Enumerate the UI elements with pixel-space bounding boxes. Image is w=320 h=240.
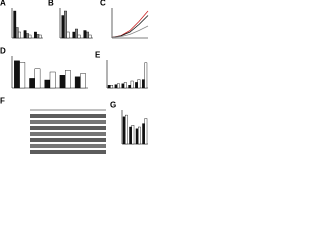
bar bbox=[137, 79, 141, 89]
bar bbox=[77, 34, 81, 39]
bar bbox=[23, 30, 27, 39]
bar bbox=[141, 79, 145, 89]
bar bbox=[28, 34, 32, 39]
bar bbox=[34, 31, 37, 39]
bar bbox=[128, 84, 132, 89]
bar bbox=[80, 73, 86, 89]
bar bbox=[38, 34, 42, 39]
bar bbox=[135, 82, 138, 89]
bar bbox=[117, 83, 120, 89]
bar bbox=[107, 84, 111, 89]
bar bbox=[15, 27, 19, 39]
bar bbox=[72, 31, 76, 39]
blot-band bbox=[30, 150, 106, 154]
panel-label: A bbox=[0, 0, 6, 8]
blot-band bbox=[30, 126, 106, 130]
bar bbox=[75, 28, 78, 39]
blot-band bbox=[30, 114, 106, 118]
bar bbox=[66, 31, 70, 39]
bar bbox=[19, 62, 26, 89]
bar bbox=[61, 15, 65, 39]
bar bbox=[129, 126, 132, 145]
bar bbox=[131, 125, 135, 145]
bar bbox=[83, 30, 87, 39]
bar bbox=[135, 128, 139, 145]
panel-label: E bbox=[95, 51, 101, 60]
bar bbox=[138, 126, 141, 145]
panel-label: D bbox=[0, 47, 6, 56]
bar bbox=[130, 80, 134, 89]
bar bbox=[114, 84, 118, 89]
bar bbox=[74, 76, 81, 89]
blot-band bbox=[30, 120, 106, 124]
bar bbox=[122, 116, 126, 145]
bar bbox=[144, 62, 148, 89]
bar bbox=[64, 70, 71, 89]
bar bbox=[49, 71, 56, 89]
blot-band bbox=[30, 132, 106, 136]
bar bbox=[142, 123, 145, 145]
panel-label: C bbox=[100, 0, 106, 8]
panel-label: F bbox=[0, 97, 5, 106]
blot-band bbox=[30, 144, 106, 148]
bar bbox=[29, 78, 35, 89]
bar bbox=[59, 74, 66, 89]
blot-band bbox=[30, 138, 106, 142]
bar bbox=[13, 10, 17, 39]
bar bbox=[44, 79, 51, 89]
bar bbox=[144, 118, 148, 145]
bar bbox=[123, 82, 127, 89]
bar bbox=[110, 84, 114, 89]
panel-label: B bbox=[48, 0, 54, 8]
bar bbox=[14, 60, 20, 89]
line bbox=[111, 10, 149, 38]
line bbox=[111, 25, 149, 38]
bar bbox=[64, 10, 67, 39]
panel-label: G bbox=[110, 101, 116, 110]
bar bbox=[121, 83, 125, 89]
figure: A B C D E F G bbox=[0, 0, 149, 154]
bar bbox=[34, 68, 41, 89]
bar bbox=[36, 34, 40, 39]
bar bbox=[86, 31, 89, 39]
bar bbox=[26, 33, 29, 39]
bar bbox=[18, 31, 21, 39]
bar bbox=[125, 114, 128, 145]
bar bbox=[88, 34, 92, 39]
